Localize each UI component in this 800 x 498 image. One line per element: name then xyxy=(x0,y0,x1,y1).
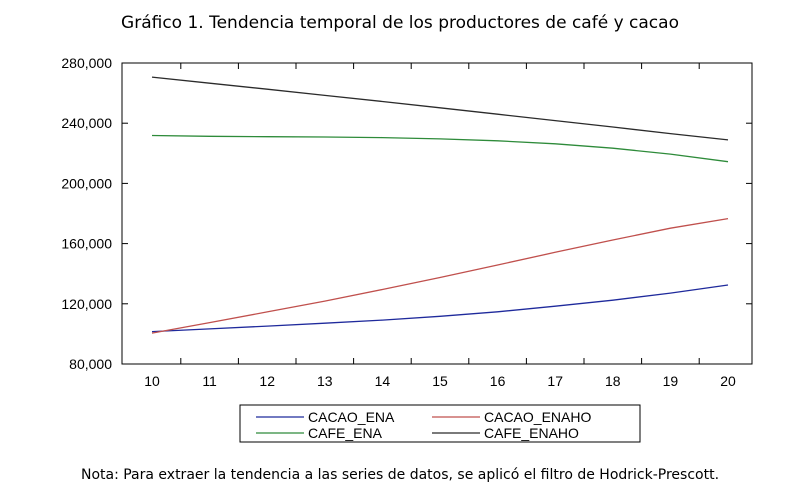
x-tick-label: 12 xyxy=(259,373,275,389)
chart-note: Nota: Para extraer la tendencia a las se… xyxy=(81,467,719,483)
x-tick-label: 20 xyxy=(720,373,736,389)
x-axis: 10 11 12 13 14 15 16 17 18 19 20 xyxy=(144,63,736,389)
series-line-cafe-ena xyxy=(151,134,729,163)
series-line-cacao-ena xyxy=(151,284,729,333)
x-tick-label: 17 xyxy=(547,373,563,389)
x-tick-label: 16 xyxy=(490,373,506,389)
y-tick-label: 80,000 xyxy=(69,356,112,372)
y-tick-label: 200,000 xyxy=(61,175,112,191)
series-lines xyxy=(151,76,729,334)
x-tick-label: 19 xyxy=(663,373,679,389)
x-tick-label: 18 xyxy=(605,373,621,389)
chart-title: Gráfico 1. Tendencia temporal de los pro… xyxy=(121,13,679,33)
x-tick-label: 15 xyxy=(432,373,448,389)
plot-area-frame xyxy=(121,62,753,365)
legend: CACAO_ENA CACAO_ENAHO CAFE_ENA CAFE_ENAHO xyxy=(256,409,591,441)
series-line-cafe-enaho xyxy=(151,76,729,141)
y-tick-label: 240,000 xyxy=(61,115,112,131)
legend-label: CACAO_ENAHO xyxy=(484,409,591,425)
series-line-cacao-enaho xyxy=(151,217,729,334)
legend-label: CAFE_ENAHO xyxy=(484,425,579,441)
y-tick-label: 160,000 xyxy=(61,236,112,252)
y-tick-label: 280,000 xyxy=(61,55,112,71)
x-tick-label: 10 xyxy=(144,373,160,389)
y-axis: 80,000 120,000 160,000 200,000 240,000 280,00… xyxy=(61,55,752,372)
legend-label: CACAO_ENA xyxy=(308,409,395,425)
legend-box xyxy=(239,404,641,443)
x-tick-label: 14 xyxy=(375,373,391,389)
x-tick-label: 13 xyxy=(317,373,333,389)
legend-label: CAFE_ENA xyxy=(308,425,383,441)
y-tick-label: 120,000 xyxy=(61,296,112,312)
x-tick-label: 11 xyxy=(202,373,217,389)
